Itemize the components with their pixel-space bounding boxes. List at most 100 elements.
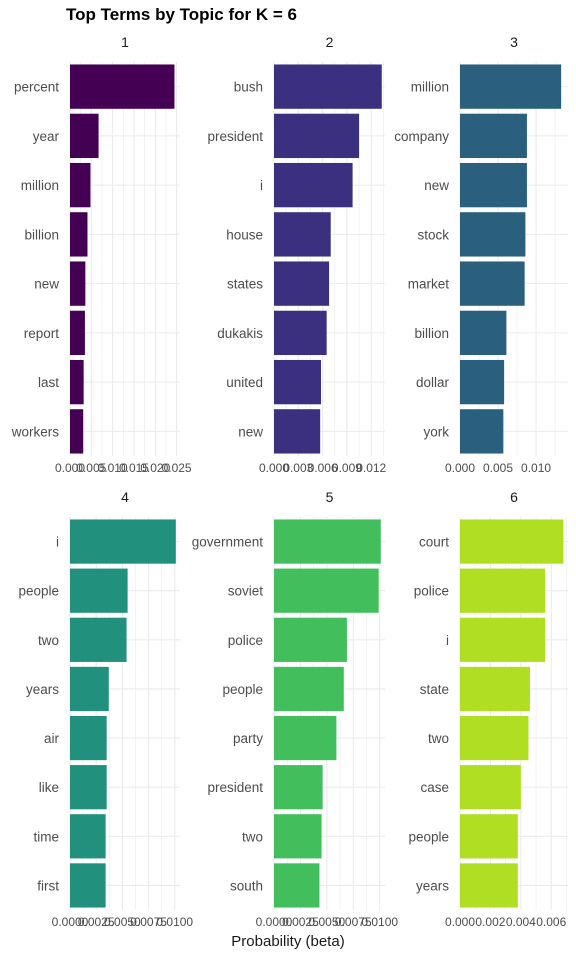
category-label: bush	[234, 80, 263, 95]
category-label: stock	[417, 227, 449, 242]
category-label: south	[230, 878, 263, 893]
bar	[70, 359, 84, 405]
category-label: air	[44, 731, 60, 746]
category-label: police	[414, 584, 449, 599]
category-label: government	[192, 535, 264, 550]
bar	[70, 64, 175, 109]
bar	[460, 666, 530, 712]
bar	[460, 261, 525, 306]
bar	[70, 212, 88, 257]
category-label: years	[416, 878, 449, 893]
category-label: two	[428, 731, 449, 746]
bar	[460, 212, 526, 257]
category-label: people	[222, 682, 263, 697]
category-label: market	[408, 277, 450, 292]
category-label: billion	[24, 227, 59, 242]
bar	[460, 765, 521, 810]
facet-label: 6	[510, 489, 518, 505]
category-label: million	[411, 80, 449, 95]
category-label: i	[260, 178, 263, 193]
bar	[274, 519, 381, 564]
category-label: time	[33, 829, 59, 844]
category-label: two	[242, 829, 263, 844]
category-label: i	[446, 633, 449, 648]
tick-label: 0.000	[445, 915, 475, 929]
tick-label: 0.0100	[361, 915, 398, 929]
tick-label: 0.015	[119, 461, 149, 475]
tick-label: 0.0050	[309, 915, 346, 929]
bar	[274, 814, 322, 859]
bar	[274, 212, 331, 257]
category-label: police	[228, 633, 263, 648]
tick-label: 0.010	[521, 461, 551, 475]
category-label: president	[207, 129, 263, 144]
tick-label: 0.006	[536, 915, 566, 929]
bar	[274, 568, 379, 613]
category-label: years	[26, 682, 59, 697]
tick-label: 0.020	[140, 461, 170, 475]
bar	[274, 162, 353, 208]
category-label: billion	[414, 326, 449, 341]
bar	[460, 568, 546, 613]
bar	[70, 765, 107, 810]
tick-label: 0.010	[98, 461, 128, 475]
category-label: case	[420, 780, 449, 795]
category-label: new	[424, 178, 449, 193]
category-label: dollar	[416, 375, 450, 390]
bar	[274, 666, 344, 712]
bar	[70, 261, 86, 306]
bar	[274, 310, 327, 356]
tick-label: 0.000	[259, 461, 289, 475]
category-label: first	[37, 878, 59, 893]
bar	[274, 863, 320, 908]
tick-label: 0.000	[55, 461, 85, 475]
bar	[460, 359, 505, 405]
category-label: soviet	[228, 584, 264, 599]
tick-label: 0.005	[76, 461, 106, 475]
bar	[274, 715, 337, 761]
bar	[460, 863, 518, 908]
category-label: state	[420, 682, 449, 697]
bar	[460, 814, 518, 859]
bar	[70, 409, 84, 454]
x-axis-label: Probability (beta)	[231, 933, 345, 950]
tick-label: 0.012	[356, 461, 386, 475]
category-label: party	[233, 731, 263, 746]
chart-title: Top Terms by Topic for K = 6	[66, 5, 297, 24]
bar	[70, 715, 107, 761]
bar	[274, 261, 330, 306]
tick-label: 0.000	[445, 461, 475, 475]
tick-label: 0.003	[283, 461, 313, 475]
category-label: people	[408, 829, 449, 844]
tick-label: 0.0000	[256, 915, 293, 929]
bar	[460, 519, 564, 564]
bar	[274, 617, 347, 662]
tick-label: 0.0025	[78, 915, 115, 929]
bar	[274, 359, 321, 405]
bar	[460, 715, 529, 761]
category-label: year	[33, 129, 60, 144]
bar	[460, 113, 527, 159]
category-label: million	[21, 178, 59, 193]
category-label: like	[39, 780, 59, 795]
bar	[274, 765, 323, 810]
category-label: dukakis	[217, 326, 263, 341]
bar	[70, 568, 128, 613]
bar	[460, 162, 527, 208]
category-label: last	[38, 375, 59, 390]
bar	[274, 64, 382, 109]
tick-label: 0.006	[308, 461, 338, 475]
category-label: states	[227, 277, 263, 292]
tick-label: 0.002	[475, 915, 505, 929]
category-label: new	[238, 424, 263, 439]
category-label: house	[226, 227, 263, 242]
bar	[274, 113, 360, 159]
facet-label: 1	[121, 34, 129, 50]
category-label: court	[419, 535, 449, 550]
bar	[70, 863, 106, 908]
bar	[70, 519, 176, 564]
category-label: new	[34, 277, 59, 292]
tick-label: 0.0000	[52, 915, 89, 929]
bar	[70, 617, 127, 662]
category-label: united	[226, 375, 263, 390]
